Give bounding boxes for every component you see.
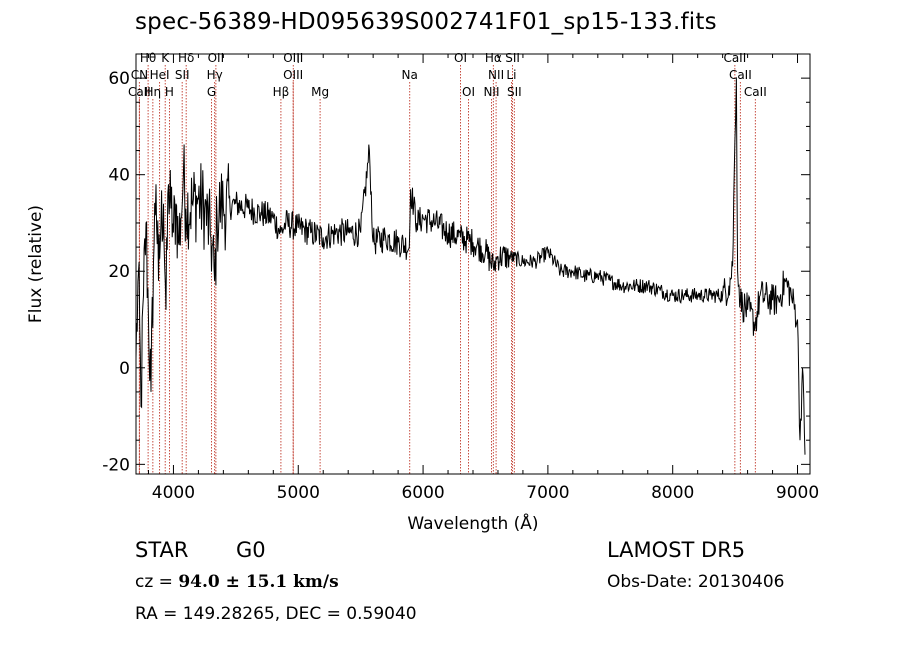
y-tick-label: 40 [108, 166, 130, 186]
line-markers [138, 65, 756, 474]
spectral-line-label: Hη [145, 85, 162, 99]
spectral-line-label: OI [454, 51, 467, 65]
spectral-line-label: Hα [485, 51, 502, 65]
y-axis-label: Flux (relative) [26, 205, 46, 323]
y-tick-label: 60 [108, 69, 130, 89]
spectral-line-label: Li [506, 68, 516, 82]
y-tick-label: -20 [102, 455, 130, 475]
spectral-line-label: CaII [744, 85, 767, 99]
spectral-subclass: G0 [236, 538, 266, 562]
cz-value: 94.0 ± 15.1 km/s [178, 572, 339, 592]
spectral-line-label: OIII [283, 51, 303, 65]
spectral-line-label: OII [208, 51, 225, 65]
spectral-line-label: SII [175, 68, 190, 82]
x-axis-label: Wavelength (Å) [407, 512, 538, 534]
obs-date: Obs-Date: 20130406 [607, 572, 785, 592]
x-tick-label: 9000 [776, 483, 819, 503]
spectral-line-label: NII [483, 85, 499, 99]
spectral-line-label: H [165, 85, 174, 99]
axes: 4000 5000 6000 7000 8000 9000 -20 0 20 40 60 [102, 54, 819, 503]
survey-name: LAMOST DR5 [607, 538, 746, 562]
ra-dec: RA = 149.28265, DEC = 0.59040 [135, 604, 417, 624]
spectral-line-label: CaII [729, 68, 752, 82]
spectral-line-label: SII [505, 51, 520, 65]
spectral-line-label: Hδ [178, 51, 194, 65]
spectral-line-label: Na [402, 68, 418, 82]
spectral-line-label: Mg [311, 85, 329, 99]
x-tick-label: 7000 [526, 483, 569, 503]
redshift-line: cz = 94.0 ± 15.1 km/s [135, 572, 339, 592]
flux-series-line [135, 78, 806, 455]
spectral-line-label: K [161, 51, 170, 65]
spectral-line-label: CN [131, 68, 148, 82]
plot-frame [135, 53, 811, 475]
series [135, 78, 806, 455]
spectral-line-label: HeI [150, 68, 170, 82]
spectral-line-label: Hβ [273, 85, 290, 99]
page-title: spec-56389-HD095639S002741F01_sp15-133.f… [135, 9, 717, 35]
x-tick-label: 8000 [651, 483, 694, 503]
object-class: STAR [135, 538, 189, 562]
x-tick-label: 5000 [277, 483, 320, 503]
spectral-line-label: CaII [723, 51, 746, 65]
spectral-line-label: NII [488, 68, 504, 82]
x-tick-label: 6000 [401, 483, 444, 503]
spectral-line-label: OIII [283, 68, 303, 82]
y-tick-label: 0 [119, 359, 130, 379]
cz-prefix: cz = [135, 572, 179, 592]
spectral-line-label: SII [507, 85, 522, 99]
y-tick-label: 20 [108, 262, 130, 282]
spectral-line-label: CaII [128, 85, 151, 99]
spectral-line-label: G [207, 85, 216, 99]
spectral-line-label: OI [462, 85, 475, 99]
spectral-line-label: Hγ [207, 68, 223, 82]
x-tick-label: 4000 [152, 483, 195, 503]
